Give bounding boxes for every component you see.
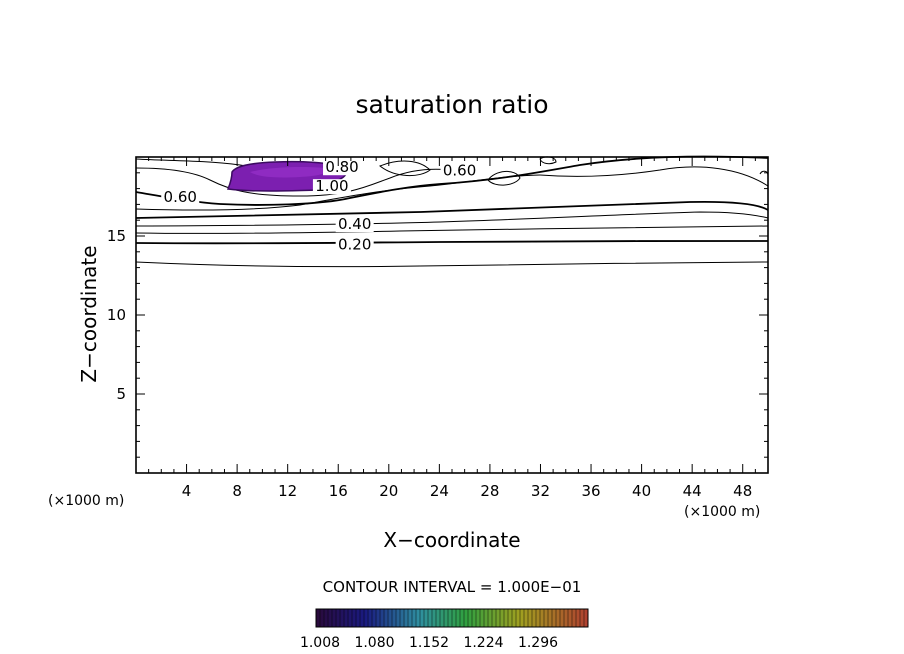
- x-tick-label: 36: [581, 482, 600, 500]
- x-axis: 4 8 12 16 20 24 28 32 36 40 44 48: [148, 157, 756, 500]
- colorbar-stripes: [319, 609, 585, 627]
- x-tick-label: 8: [232, 482, 242, 500]
- colorbar-tick-label: 1.296: [518, 635, 558, 651]
- contour-label: 1.00: [315, 177, 348, 195]
- contour-label-bg: [323, 160, 362, 176]
- contour-label-bg: [335, 217, 374, 233]
- colorbar-tick-label: 1.224: [463, 635, 503, 651]
- contour-label-bg: [161, 190, 200, 206]
- contour-label: 0.60: [443, 161, 476, 179]
- x-tick-label: 4: [182, 482, 192, 500]
- contour-interval-text: CONTOUR INTERVAL = 1.000E−01: [323, 578, 582, 596]
- chart-title: saturation ratio: [355, 90, 548, 119]
- y-axis-label: Z−coordinate: [77, 245, 101, 382]
- y-tick-label: 10: [107, 306, 126, 324]
- colorbar-tick-label: 1.080: [354, 635, 394, 651]
- x-tick-label: 16: [329, 482, 348, 500]
- y-tick-label: 5: [116, 385, 126, 403]
- colorbar-labels: 1.008 1.080 1.152 1.224 1.296: [300, 635, 558, 651]
- x-unit-label-left: (×1000 m): [48, 493, 124, 509]
- contour-label: 0.60: [164, 188, 197, 206]
- x-unit-label-right: (×1000 m): [684, 504, 760, 520]
- x-tick-label: 48: [733, 482, 752, 500]
- contour-lines: [135, 155, 769, 268]
- supersaturated-core: [250, 167, 327, 178]
- contour-label-bg: [335, 237, 374, 253]
- contour-label-bg: [312, 179, 351, 195]
- x-tick-label: 44: [683, 482, 702, 500]
- y-axis: 5 10 15: [107, 172, 768, 458]
- contour-label: 0.80: [325, 158, 358, 176]
- x-tick-label: 12: [278, 482, 297, 500]
- contour-label: 0.20: [338, 236, 371, 254]
- x-tick-label: 28: [480, 482, 499, 500]
- x-tick-label: 20: [379, 482, 398, 500]
- contour-label: 0.40: [338, 215, 371, 233]
- colorbar-tick-label: 1.008: [300, 635, 340, 651]
- x-tick-label: 32: [531, 482, 550, 500]
- x-tick-label: 40: [632, 482, 651, 500]
- colorbar-tick-label: 1.152: [409, 635, 449, 651]
- y-tick-label: 15: [107, 227, 126, 245]
- x-axis-label: X−coordinate: [383, 528, 520, 552]
- contour-label-bg: [440, 163, 479, 179]
- contour-labels: 0.80 0.60 1.00 0.60 0.40 0.20: [161, 158, 479, 254]
- x-tick-label: 24: [430, 482, 449, 500]
